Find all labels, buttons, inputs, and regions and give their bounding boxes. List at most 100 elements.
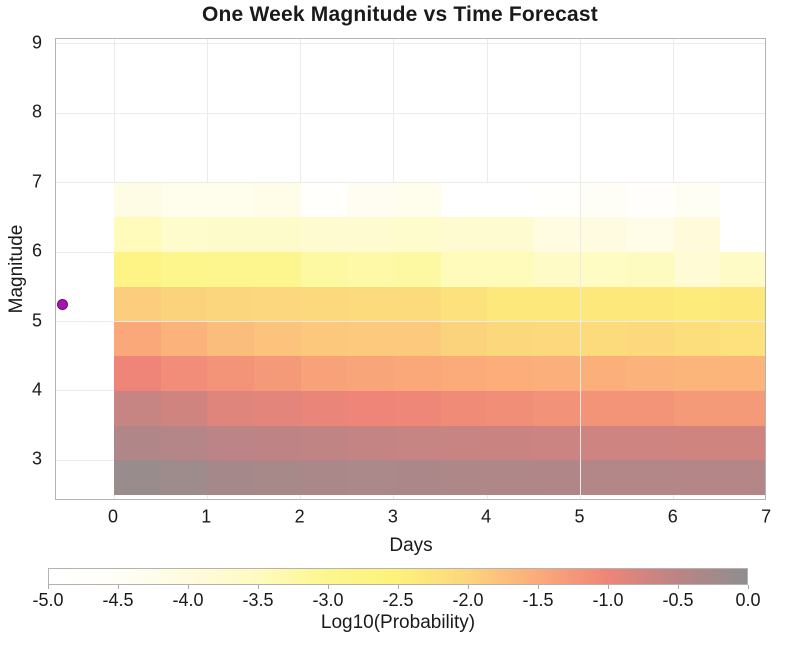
heatmap-cell [114,321,161,357]
heatmap-cell [160,460,208,495]
x-axis-label: Days [389,535,433,556]
heatmap-cell [627,356,674,391]
chart-title: One Week Magnitude vs Time Forecast [201,3,598,26]
colorbar-tick-mark [188,585,189,589]
heatmap-cell [580,217,628,253]
heatmap-cell [533,182,581,218]
colorbar-tick-mark [608,585,609,589]
colorbar-tick-mark [678,585,679,589]
x-tick-label: 7 [761,506,772,527]
x-tick-label: 2 [294,506,305,527]
x-tick-label: 5 [574,506,585,527]
heatmap-cell [487,286,534,322]
y-tick-label: 9 [31,32,43,53]
gridline-horizontal [56,112,765,114]
heatmap-cell [580,252,628,287]
heatmap-cell [440,425,488,461]
heatmap-cell [720,390,765,426]
heatmap-cell [253,217,301,253]
heatmap-cell [487,460,534,495]
colorbar-tick-mark [258,585,259,589]
heatmap-cell [300,252,348,287]
heatmap-cell [627,460,674,495]
heatmap-cell [300,425,348,461]
heatmap-cell [720,252,765,287]
heatmap-cell [533,356,581,391]
heatmap-cell [440,286,488,322]
heatmap-cell [300,321,348,357]
heatmap-cell [720,321,765,357]
colorbar-tick-label: -3.0 [312,590,344,610]
heatmap-cell [627,252,674,287]
heatmap-cell [440,390,488,426]
heatmap-cell [580,390,628,426]
heatmap-cell [673,182,721,218]
heatmap-cell [533,390,581,426]
colorbar-tick-label: -0.5 [662,590,694,610]
heatmap-cell [533,252,581,287]
y-axis-label: Magnitude [6,224,27,314]
heatmap-cell [487,425,534,461]
heatmap-cell [580,321,628,357]
gridline-horizontal [56,43,765,45]
heatmap-cell [160,356,208,391]
colorbar-tick-label: -1.5 [522,590,554,610]
heatmap-cell [440,321,488,357]
x-tick-label: 3 [387,506,398,527]
y-tick-label: 7 [31,171,43,192]
heatmap-cell [160,182,208,218]
heatmap-cell [160,321,208,357]
heatmap-cell [207,425,254,461]
x-tick-label: 0 [107,506,119,527]
heatmap-cell [300,356,348,391]
colorbar-tick-label: -5.0 [32,590,64,610]
x-tick-label: 4 [481,506,492,527]
heatmap-cell [300,182,348,218]
heatmap-cell [207,182,254,218]
heatmap-cell [300,217,348,253]
y-tick-label: 4 [31,379,43,400]
colorbar-tick-label: -4.5 [102,590,134,610]
heatmap-cell [114,286,161,322]
heatmap-cell [673,390,721,426]
heatmap-cell [627,425,674,461]
heatmap-cell [207,390,254,426]
heatmap-cell [160,286,208,322]
colorbar-tick-label: -2.0 [452,590,484,610]
heatmap-cell [347,425,394,461]
colorbar-tick-mark [748,585,749,589]
heatmap-cell [160,390,208,426]
heatmap-cell [440,356,488,391]
heatmap-cell [253,460,301,495]
heatmap-cell [673,217,721,253]
colorbar-tick-mark [538,585,539,589]
heatmap-cell [393,356,441,391]
heatmap-cell [347,390,394,426]
heatmap-cell [393,286,441,322]
heatmap-cell [300,460,348,495]
heatmap-cell [300,286,348,322]
heatmap-cell [627,182,674,218]
heatmap-cell [673,356,721,391]
colorbar [48,568,748,585]
heatmap-cell [160,425,208,461]
heatmap-cell [580,460,628,495]
y-tick-label: 3 [31,448,43,469]
heatmap-cell [160,252,208,287]
heatmap-cell [580,286,628,322]
heatmap-cell [253,425,301,461]
heatmap-cell [114,252,161,287]
heatmap-cell [580,182,628,218]
heatmap-cell [114,356,161,391]
heatmap-cell [533,321,581,357]
heatmap-cell [627,217,674,253]
heatmap-cell [673,321,721,357]
heatmap-cell [393,182,441,218]
heatmap-cell [627,286,674,322]
heatmap-cell [207,460,254,495]
colorbar-tick-mark [398,585,399,589]
heatmap-cell [207,217,254,253]
colorbar-tick-mark [468,585,469,589]
heatmap-cell [487,390,534,426]
